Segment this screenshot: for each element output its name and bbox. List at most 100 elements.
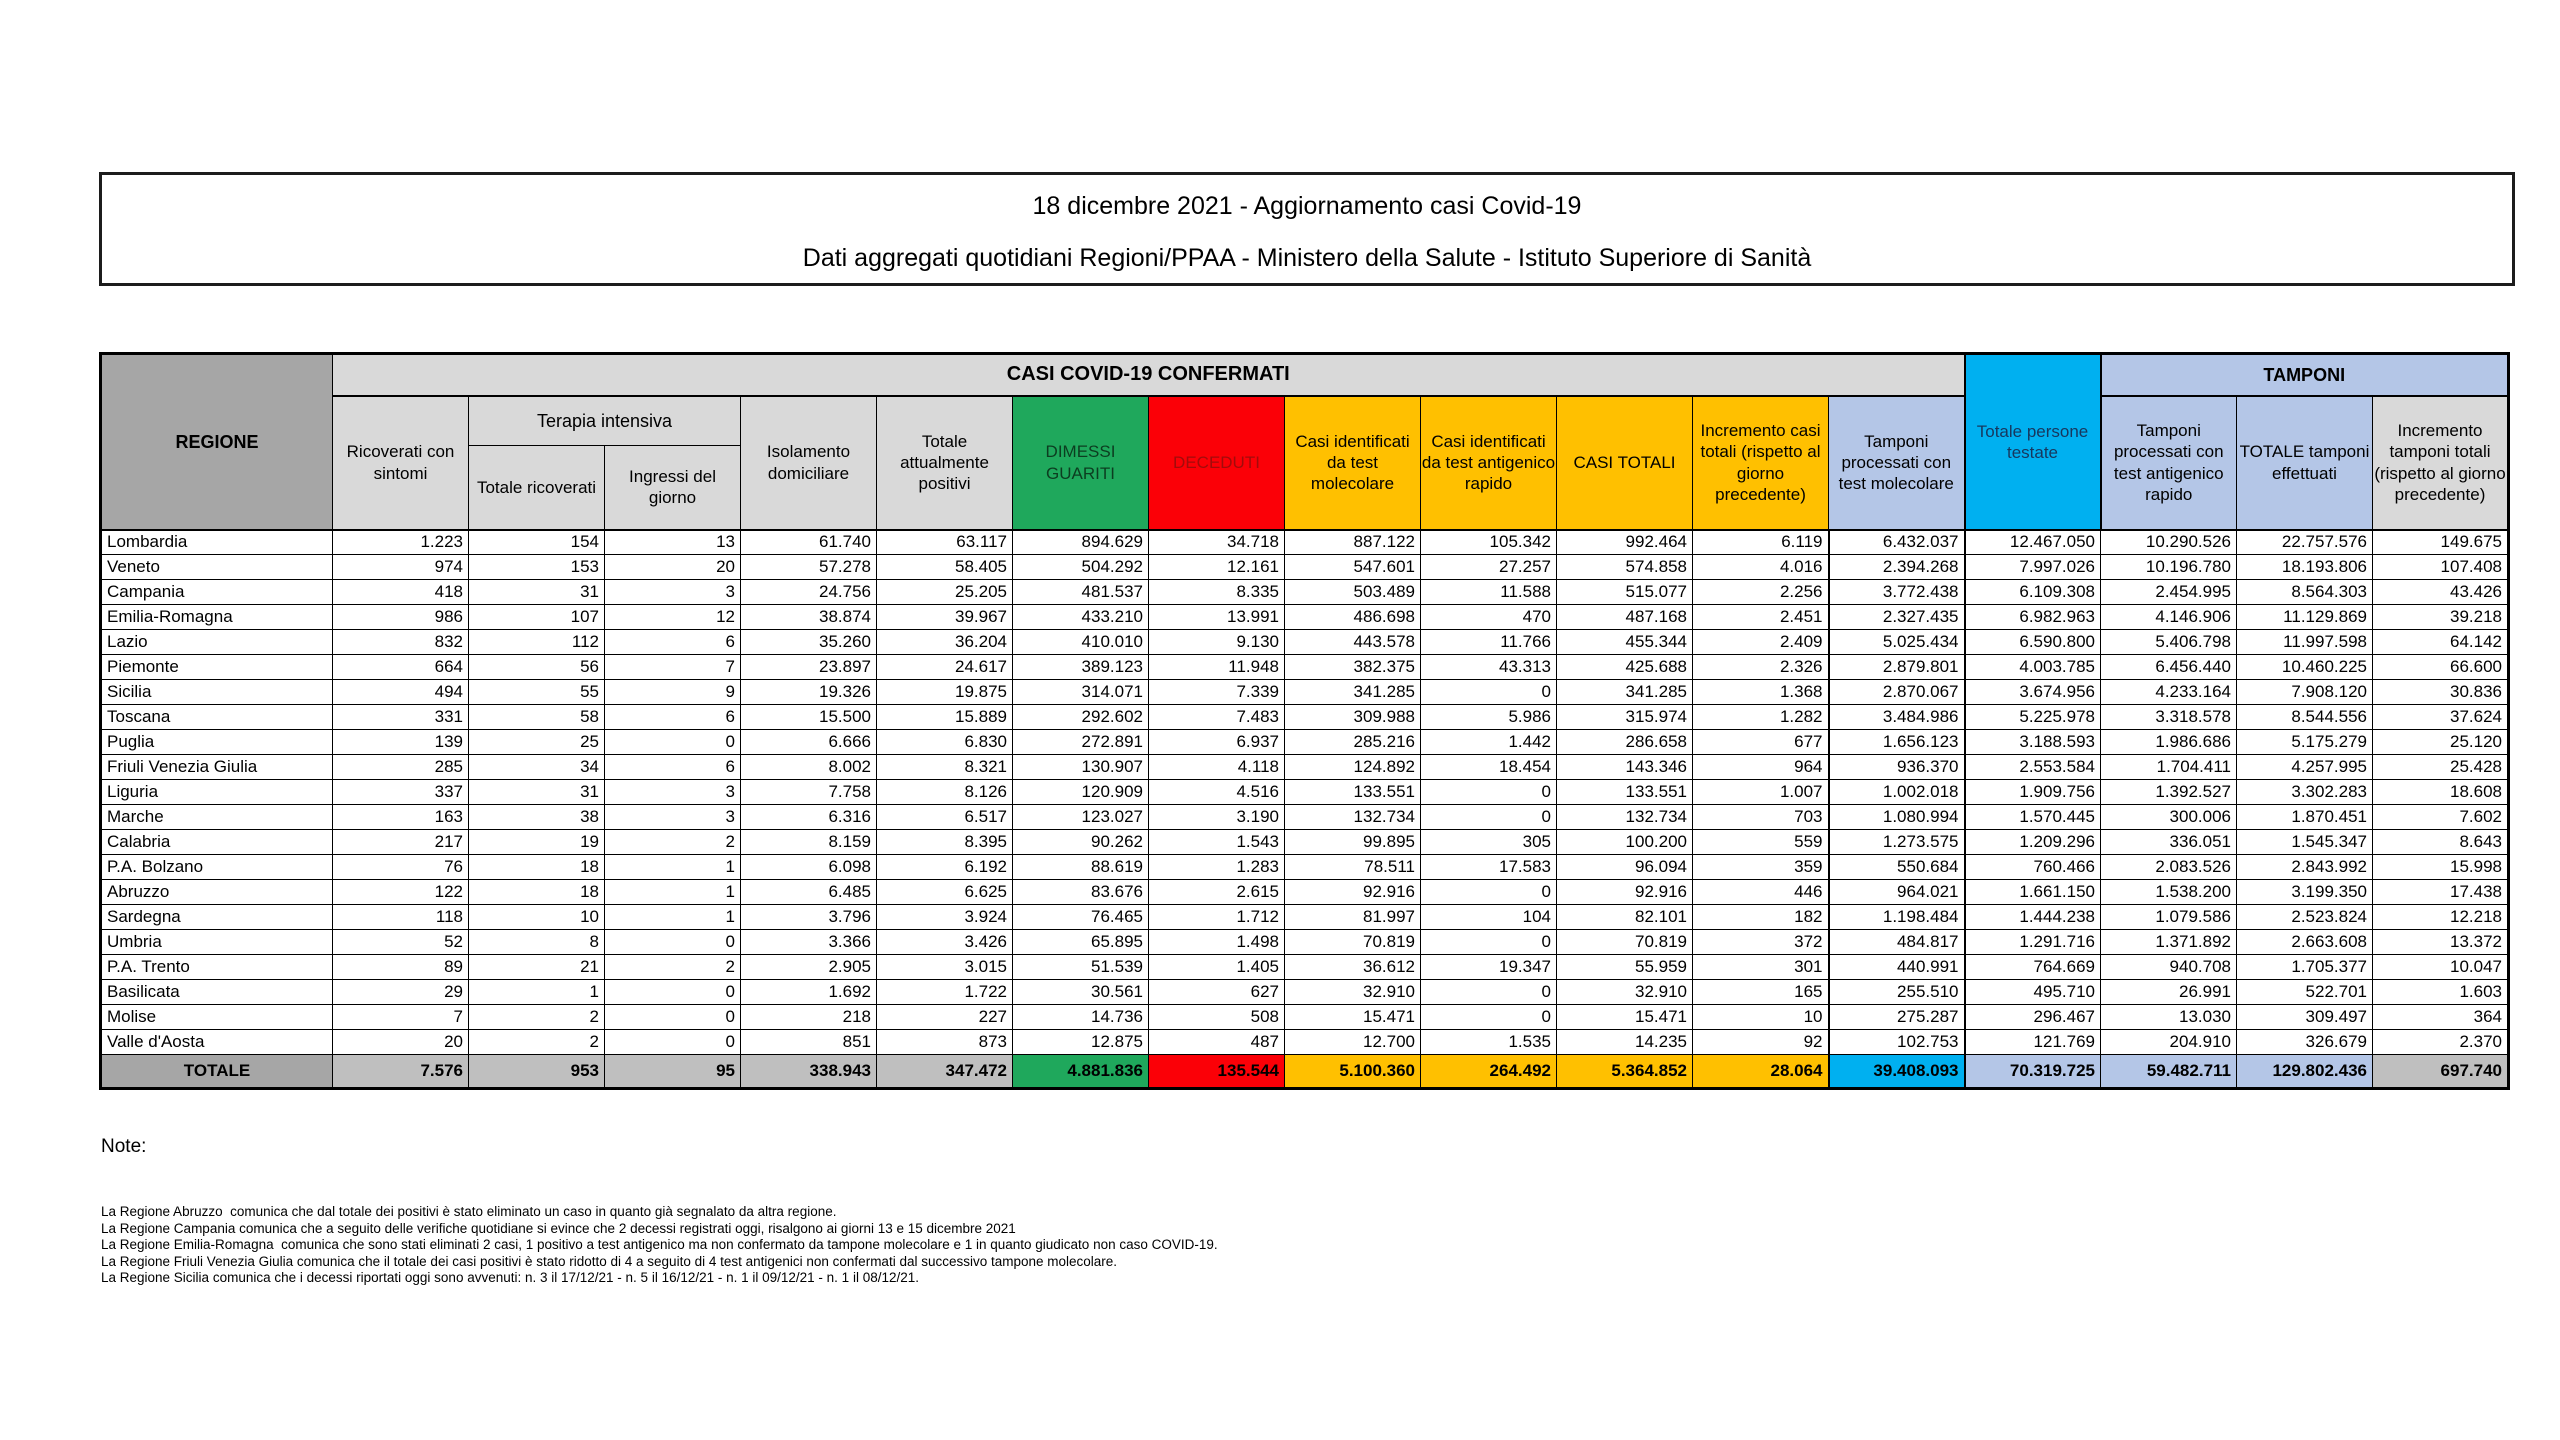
value-cell: 1.712 <box>1148 904 1285 930</box>
region-name-cell: Lombardia <box>100 529 333 555</box>
value-cell: 7.997.026 <box>1964 554 2101 580</box>
value-cell: 105.342 <box>1420 529 1557 555</box>
value-cell: 25.205 <box>876 579 1013 605</box>
region-name-cell: Calabria <box>100 829 333 855</box>
value-cell: 2.370 <box>2372 1029 2509 1055</box>
value-cell: 0 <box>604 729 741 755</box>
value-cell: 165 <box>1692 979 1829 1005</box>
value-cell: 3.924 <box>876 904 1013 930</box>
value-cell: 66.600 <box>2372 654 2509 680</box>
note-line: La Regione Abruzzo comunica che dal tota… <box>101 1204 837 1219</box>
value-cell: 8.126 <box>876 779 1013 805</box>
value-cell: 25 <box>468 729 605 755</box>
value-cell: 124.892 <box>1284 754 1421 780</box>
value-cell: 121.769 <box>1964 1029 2101 1055</box>
value-cell: 11.997.598 <box>2236 629 2373 655</box>
value-cell: 1.909.756 <box>1964 779 2101 805</box>
value-cell: 0 <box>1420 679 1557 705</box>
value-cell: 986 <box>332 604 469 630</box>
region-name-cell: Basilicata <box>100 979 333 1005</box>
value-cell: 9.130 <box>1148 629 1285 655</box>
value-cell: 7.339 <box>1148 679 1285 705</box>
value-cell: 133.551 <box>1284 779 1421 805</box>
value-cell: 443.578 <box>1284 629 1421 655</box>
value-cell: 122 <box>332 879 469 905</box>
value-cell: 440.991 <box>1827 954 1966 980</box>
value-cell: 296.467 <box>1964 1004 2101 1030</box>
value-cell: 1.079.586 <box>2100 904 2237 930</box>
value-cell: 163 <box>332 804 469 830</box>
value-cell: 76 <box>332 854 469 880</box>
value-cell: 90.262 <box>1012 829 1149 855</box>
header-ingressi-del-giorno: Ingressi del giorno <box>604 445 741 530</box>
value-cell: 6.666 <box>740 729 877 755</box>
value-cell: 58 <box>468 704 605 730</box>
table-row: Toscana 331 58 6 15.500 15.889 292.602 7.483 309… <box>100 704 2509 730</box>
region-name-cell: Liguria <box>100 779 333 805</box>
value-cell: 95 <box>604 1054 741 1089</box>
value-cell: 118 <box>332 904 469 930</box>
value-cell: 14.736 <box>1012 1004 1149 1030</box>
value-cell: 664 <box>332 654 469 680</box>
value-cell: 3.190 <box>1148 804 1285 830</box>
value-cell: 1 <box>604 854 741 880</box>
value-cell: 382.375 <box>1284 654 1421 680</box>
value-cell: 359 <box>1692 854 1829 880</box>
value-cell: 76.465 <box>1012 904 1149 930</box>
value-cell: 227 <box>876 1004 1013 1030</box>
header-totale-tamponi: TOTALE tamponi effettuati <box>2236 395 2373 530</box>
value-cell: 70.319.725 <box>1964 1054 2101 1089</box>
value-cell: 38.874 <box>740 604 877 630</box>
value-cell: 3.366 <box>740 929 877 955</box>
value-cell: 12.700 <box>1284 1029 1421 1055</box>
value-cell: 486.698 <box>1284 604 1421 630</box>
value-cell: 129.802.436 <box>2236 1054 2373 1089</box>
value-cell: 36.204 <box>876 629 1013 655</box>
value-cell: 305 <box>1420 829 1557 855</box>
value-cell: 26.991 <box>2100 979 2237 1005</box>
value-cell: 5.025.434 <box>1827 629 1966 655</box>
value-cell: 550.684 <box>1827 854 1966 880</box>
value-cell: 7 <box>332 1004 469 1030</box>
value-cell: 149.675 <box>2372 529 2509 555</box>
table-row: Marche 163 38 3 6.316 6.517 123.027 3.190 132.73… <box>100 804 2509 830</box>
value-cell: 1.538.200 <box>2100 879 2237 905</box>
value-cell: 0 <box>604 929 741 955</box>
value-cell: 21 <box>468 954 605 980</box>
value-cell: 1.007 <box>1692 779 1829 805</box>
value-cell: 4.233.164 <box>2100 679 2237 705</box>
region-name-cell: Abruzzo <box>100 879 333 905</box>
value-cell: 703 <box>1692 804 1829 830</box>
value-cell: 3.426 <box>876 929 1013 955</box>
value-cell: 953 <box>468 1054 605 1089</box>
value-cell: 494 <box>332 679 469 705</box>
value-cell: 5.100.360 <box>1284 1054 1421 1089</box>
value-cell: 1.543 <box>1148 829 1285 855</box>
value-cell: 940.708 <box>2100 954 2237 980</box>
value-cell: 6.109.308 <box>1964 579 2101 605</box>
region-name-cell: Piemonte <box>100 654 333 680</box>
value-cell: 0 <box>1420 779 1557 805</box>
value-cell: 32.910 <box>1284 979 1421 1005</box>
value-cell: 433.210 <box>1012 604 1149 630</box>
value-cell: 314.071 <box>1012 679 1149 705</box>
report-title-line1: 18 dicembre 2021 - Aggiornamento casi Co… <box>1032 192 1582 220</box>
value-cell: 331 <box>332 704 469 730</box>
value-cell: 6.590.800 <box>1964 629 2101 655</box>
value-cell: 3.484.986 <box>1827 704 1966 730</box>
value-cell: 0 <box>604 1004 741 1030</box>
value-cell: 11.766 <box>1420 629 1557 655</box>
header-dimessi-guariti: DIMESSI GUARITI <box>1012 395 1149 530</box>
region-name-cell: Veneto <box>100 554 333 580</box>
value-cell: 139 <box>332 729 469 755</box>
header-incremento-tamponi: Incremento tamponi totali (rispetto al g… <box>2372 395 2509 530</box>
value-cell: 2.523.824 <box>2236 904 2373 930</box>
value-cell: 6.517 <box>876 804 1013 830</box>
value-cell: 515.077 <box>1556 579 1693 605</box>
value-cell: 851 <box>740 1029 877 1055</box>
value-cell: 10.196.780 <box>2100 554 2237 580</box>
value-cell: 8.544.556 <box>2236 704 2373 730</box>
value-cell: 11.588 <box>1420 579 1557 605</box>
value-cell: 15.500 <box>740 704 877 730</box>
value-cell: 1.283 <box>1148 854 1285 880</box>
